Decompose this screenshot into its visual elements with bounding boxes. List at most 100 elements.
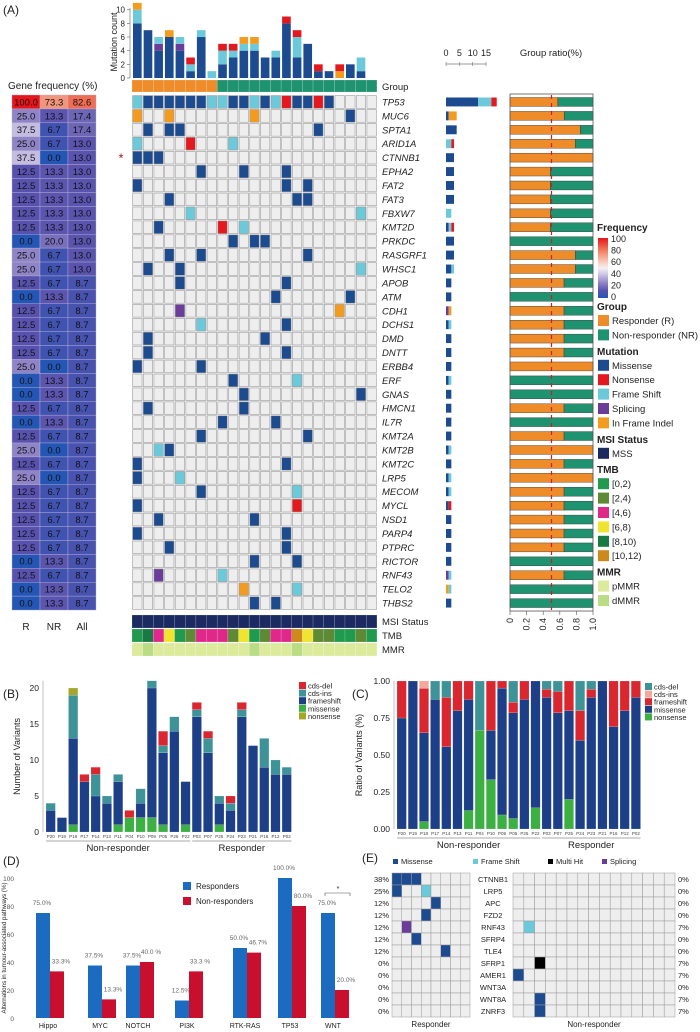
wnt-cell — [555, 1004, 568, 1018]
sample-label: P10 — [137, 834, 146, 839]
group-cell — [227, 79, 239, 93]
legend-swatch — [393, 859, 398, 864]
oncoplot-cell — [323, 540, 335, 555]
oncoplot-cell — [185, 331, 196, 346]
freq-value: 8.7 — [75, 585, 88, 596]
bar-non-responders — [292, 906, 306, 1018]
oncoplot-cell — [281, 582, 292, 596]
oncoplot-cell — [249, 318, 260, 332]
wnt-cell — [663, 884, 676, 898]
wnt-cell — [577, 992, 589, 1006]
oncoplot-cell — [217, 318, 228, 332]
oncoplot-cell — [185, 540, 196, 555]
sample-label: P03 — [543, 831, 552, 836]
freq-value: 6.7 — [47, 264, 60, 275]
legend-swatch — [299, 682, 306, 689]
bar-segment-missense — [135, 817, 146, 833]
oncoplot-cell — [206, 290, 217, 304]
oncoplot-cell — [302, 123, 313, 137]
group-ratio-responder — [509, 194, 551, 205]
oncoplot-cell — [174, 485, 185, 499]
oncoplot-cell — [228, 554, 239, 568]
bar-segment-missense — [441, 746, 452, 830]
oncoplot-cell — [345, 401, 356, 415]
oncoplot-cell — [185, 290, 196, 304]
group-ratio-nonresponder — [563, 306, 594, 316]
panel-label-b: (B) — [3, 687, 19, 701]
oncoplot-cell — [334, 596, 345, 610]
bar-segment-cds-ins — [90, 774, 101, 797]
oncoplot-cell — [323, 401, 335, 415]
oncoplot-cell — [313, 443, 324, 457]
wnt-cell — [631, 896, 643, 910]
freq-value: 12.5 — [17, 167, 36, 178]
group-ratio-responder — [509, 125, 581, 135]
responder-percent: 0% — [378, 971, 389, 980]
oncoplot-cell — [366, 387, 377, 401]
oncoplot-mutation-cell — [142, 345, 153, 360]
oncoplot-mutation-cell — [281, 178, 292, 193]
nonresponder-percent: 7% — [678, 995, 689, 1004]
gene-label: IL7R — [382, 418, 402, 429]
oncoplot-cell — [132, 596, 143, 610]
legend-label: missense — [654, 705, 686, 714]
wnt-cell — [566, 908, 579, 922]
oncoplot-cell — [196, 206, 207, 220]
oncoplot-cell — [142, 540, 153, 555]
y-tick-label: 10 — [30, 755, 40, 765]
oncoplot-cell — [281, 401, 292, 415]
wnt-cell — [566, 920, 579, 934]
oncoplot-cell — [260, 540, 271, 555]
oncoplot-cell — [281, 248, 292, 262]
top-bar-segment — [133, 9, 142, 24]
oncoplot-cell — [164, 234, 175, 248]
oncoplot-cell — [281, 596, 292, 610]
wnt-cell — [401, 992, 412, 1006]
top-bar-tick-label: 0 — [121, 74, 126, 83]
wnt-cell — [642, 968, 654, 982]
oncoplot-cell — [185, 596, 196, 610]
oncoplot-cell — [302, 387, 313, 401]
legend-swatch — [183, 882, 191, 890]
bar-segment-frameshift — [135, 803, 146, 818]
oncoplot-mutation-cell — [142, 150, 153, 165]
oncoplot-cell — [153, 206, 164, 220]
legend-tmb-item-swatch — [598, 492, 609, 504]
mmr-cell — [280, 642, 293, 657]
oncoplot-cell — [334, 318, 345, 332]
msi-cell — [302, 614, 314, 629]
oncoplot-cell — [238, 457, 249, 471]
oncoplot-mutation-cell — [249, 512, 260, 527]
oncoplot-cell — [302, 234, 313, 248]
oncoplot-cell — [260, 150, 271, 165]
oncoplot-cell — [281, 109, 292, 123]
wnt-cell — [588, 896, 600, 910]
wnt-cell — [523, 992, 535, 1006]
wnt-cell — [401, 956, 412, 970]
top-bar-segment — [218, 43, 227, 51]
sample-label: P17 — [431, 831, 440, 836]
oncoplot-mutation-cell — [132, 498, 143, 513]
oncoplot-cell — [313, 150, 324, 165]
sample-label: P25 — [565, 831, 574, 836]
wnt-cell — [545, 920, 557, 934]
wnt-cell — [460, 932, 471, 946]
gene-label: RNF43 — [382, 571, 413, 582]
oncoplot-cell — [217, 401, 228, 415]
bar-segment-frameshift — [575, 710, 585, 741]
y-tick-label: 100 — [3, 876, 14, 883]
oncoplot-cell — [196, 582, 207, 596]
category-label: PI3K — [179, 1023, 195, 1030]
panel-label-e: (E) — [362, 851, 378, 865]
wnt-cell — [642, 992, 654, 1006]
freq-value: 13.3 — [45, 390, 64, 401]
oncoplot-cell — [206, 109, 217, 123]
oncoplot-mutation-cell — [174, 276, 185, 290]
freq-value: 6.7 — [47, 320, 60, 331]
wnt-cell — [440, 932, 451, 946]
oncoplot-cell — [323, 387, 335, 401]
oncoplot-mutation-cell — [238, 164, 249, 179]
wnt-cell — [663, 920, 676, 934]
tmb-cell — [344, 628, 356, 643]
oncoplot-cell — [153, 387, 164, 401]
